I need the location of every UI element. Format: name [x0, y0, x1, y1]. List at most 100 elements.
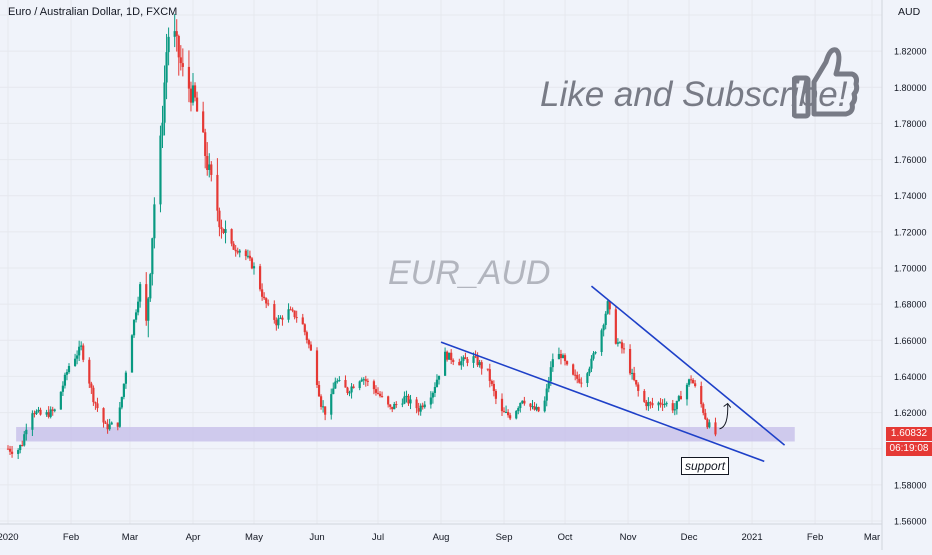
candle-down	[181, 63, 184, 67]
candle-down	[307, 340, 310, 345]
candle-down	[702, 404, 705, 413]
support-zone	[16, 427, 795, 442]
candle-down	[635, 380, 638, 385]
candle-up	[37, 409, 40, 412]
candle-up	[360, 379, 363, 382]
candle-up	[338, 380, 341, 382]
candle-down	[104, 422, 107, 424]
arrow-head	[723, 402, 732, 408]
candle-down	[387, 396, 390, 405]
candle-up	[130, 335, 134, 373]
candle-down	[232, 243, 235, 250]
x-tick-label: 2021	[741, 532, 762, 543]
candle-up	[429, 397, 432, 405]
candle-up	[443, 351, 447, 376]
candle-up	[167, 36, 170, 53]
candle-up	[165, 52, 168, 83]
y-tick-label: 1.64000	[894, 372, 927, 382]
candle-up	[330, 394, 333, 415]
candle-up	[590, 358, 593, 369]
candle-up	[606, 301, 609, 314]
x-tick-label: Jun	[309, 532, 324, 543]
candle-up	[149, 274, 152, 299]
candle-up	[61, 385, 64, 392]
candle-up	[161, 122, 164, 136]
candle-down	[694, 383, 697, 387]
candle-down	[263, 296, 266, 299]
candle-down	[523, 400, 526, 404]
candle-up	[393, 404, 396, 410]
last-price-badge: 1.60832	[886, 426, 932, 441]
currency-label[interactable]: AUD	[898, 6, 921, 18]
candle-down	[305, 332, 308, 341]
candle-up	[139, 284, 142, 302]
candle-up	[685, 384, 689, 400]
candle-down	[466, 359, 469, 363]
candle-up	[350, 386, 353, 393]
candle-up	[588, 368, 591, 374]
x-tick-label: 2020	[0, 532, 19, 543]
candle-down	[366, 380, 369, 382]
candle-up	[65, 372, 69, 375]
candle-down	[407, 395, 410, 404]
candle-down	[633, 372, 636, 381]
y-tick-label: 1.80000	[894, 83, 927, 93]
x-tick-label: Apr	[186, 532, 201, 543]
candle-up	[336, 380, 339, 382]
candle-up	[348, 392, 351, 394]
candle-down	[490, 380, 493, 384]
candle-down	[8, 448, 12, 452]
y-tick-label: 1.70000	[894, 264, 927, 274]
candle-up	[437, 375, 441, 380]
candle-down	[236, 251, 239, 253]
candle-up	[535, 407, 538, 410]
candle-down	[380, 396, 384, 398]
candle-down	[295, 317, 298, 319]
candle-down	[529, 403, 532, 407]
symbol-watermark: EUR_AUD	[388, 254, 551, 292]
candle-up	[334, 381, 337, 389]
candle-down	[202, 111, 205, 133]
candle-up	[322, 406, 325, 408]
candle-down	[614, 309, 617, 344]
candle-down	[210, 164, 213, 175]
candle-down	[706, 419, 709, 428]
candle-down	[622, 348, 626, 350]
y-tick-label: 1.82000	[894, 47, 927, 57]
candle-up	[545, 388, 548, 401]
candle-up	[53, 409, 56, 411]
candle-down	[301, 317, 304, 325]
candle-up	[63, 374, 67, 386]
y-tick-label: 1.58000	[894, 480, 927, 490]
candle-down	[486, 368, 489, 370]
candle-up	[23, 434, 26, 446]
candle-down	[637, 384, 640, 391]
candle-up	[25, 429, 28, 435]
y-tick-label: 1.78000	[894, 119, 927, 129]
candle-down	[565, 361, 569, 365]
candle-up	[557, 353, 561, 360]
candle-down	[572, 364, 575, 375]
candle-up	[547, 381, 550, 389]
candle-down	[261, 289, 264, 297]
projection-arrow	[719, 403, 729, 430]
candle-up	[137, 301, 140, 313]
candle-down	[319, 396, 323, 407]
candle-down	[116, 422, 119, 427]
candle-down	[620, 342, 624, 349]
candle-down	[700, 386, 703, 405]
candle-down	[275, 319, 278, 326]
candle-up	[76, 355, 79, 359]
candle-down	[90, 383, 93, 388]
bar-countdown-badge: 06:19:08	[886, 441, 932, 456]
candle-down	[352, 386, 355, 389]
candle-up	[224, 229, 227, 233]
candle-down	[661, 404, 664, 406]
candle-down	[500, 398, 504, 412]
candle-down	[679, 396, 683, 400]
candle-down	[102, 408, 105, 423]
candle-up	[409, 399, 412, 404]
candle-down	[628, 348, 632, 374]
